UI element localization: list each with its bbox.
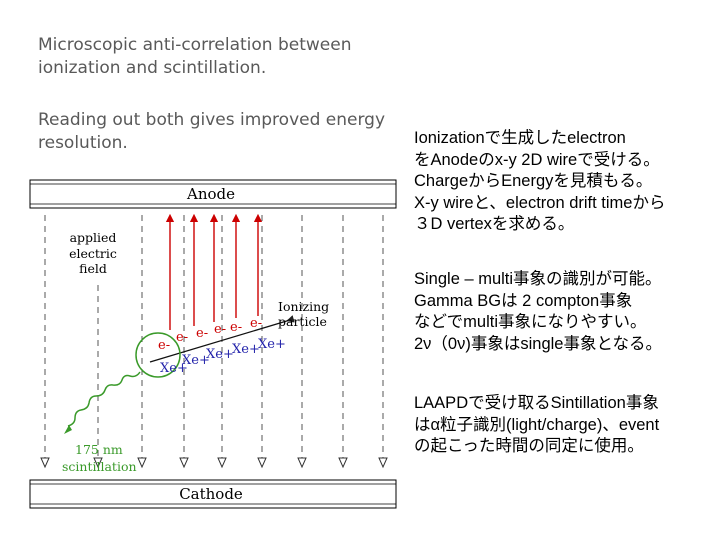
photon-arrowhead bbox=[64, 425, 72, 434]
photon-label-line: 175 nm bbox=[75, 442, 123, 457]
field-lines bbox=[44, 215, 384, 458]
note-ionization: Ionizationで生成したelectron をAnodeのx-y 2D wi… bbox=[414, 128, 714, 236]
field-arrowhead bbox=[217, 457, 227, 469]
electron-label: e- bbox=[250, 316, 262, 331]
note-line: Gamma BGは 2 compton事象 bbox=[414, 291, 633, 310]
note-line: 2ν（0ν)事象はsingle事象となる。 bbox=[414, 334, 662, 353]
cathode-plate: Cathode bbox=[29, 479, 397, 509]
note-line: LAAPDで受け取るSintillation事象 bbox=[414, 394, 659, 412]
ion-label: Xe+ bbox=[206, 347, 234, 362]
field-label-line: applied bbox=[70, 230, 117, 245]
cathode-label: Cathode bbox=[179, 485, 243, 503]
electron-drift-lines bbox=[165, 213, 263, 330]
field-arrowhead bbox=[338, 457, 348, 469]
intro-statement-2: Reading out both gives improved energy r… bbox=[38, 110, 386, 153]
electron-label: e- bbox=[196, 326, 208, 341]
field-arrowhead bbox=[257, 457, 267, 469]
anode-label: Anode bbox=[186, 185, 235, 203]
ion-label: Xe+ bbox=[258, 337, 286, 352]
note-line: Single – multi事象の識別が可能。 bbox=[414, 270, 662, 288]
photon-wave bbox=[67, 371, 141, 427]
note-line: ChargeからEnergyを見積もる。 bbox=[414, 172, 653, 190]
ion-label: Xe+ bbox=[182, 353, 210, 368]
ion-label: Xe+ bbox=[160, 361, 188, 376]
particle-label-line: particle bbox=[278, 314, 327, 329]
note-line: の起こった時間の同定に使用。 bbox=[414, 437, 644, 455]
field-arrowheads bbox=[40, 457, 388, 469]
photon-label-line: scintillation bbox=[62, 459, 137, 474]
electron-label: e- bbox=[214, 322, 226, 337]
note-line: などでmulti事象になりやすい。 bbox=[414, 313, 647, 331]
field-arrowhead bbox=[378, 457, 388, 469]
electron-label: e- bbox=[230, 320, 242, 335]
electron-label: e- bbox=[158, 338, 170, 353]
particle-track bbox=[149, 315, 295, 363]
note-scintillation: LAAPDで受け取るSintillation事象 はα粒子識別(light/ch… bbox=[414, 393, 714, 458]
note-single-multi: Single – multi事象の識別が可能。 Gamma BGは 2 comp… bbox=[414, 269, 714, 355]
anode-plate: Anode bbox=[29, 179, 397, 209]
field-arrowhead bbox=[40, 457, 50, 469]
field-label-line: electric bbox=[69, 246, 117, 261]
field-arrowhead bbox=[93, 457, 103, 469]
note-line: X-y wireと、electron drift timeから bbox=[414, 193, 666, 212]
ion-label: Xe+ bbox=[232, 342, 260, 357]
field-label-line: field bbox=[79, 261, 107, 276]
note-line: Ionizationで生成したelectron bbox=[414, 129, 626, 147]
electron-label: e- bbox=[176, 330, 188, 345]
note-line: はα粒子識別(light/charge)、event bbox=[414, 415, 660, 434]
particle-label-line: Ionizing bbox=[278, 299, 329, 314]
intro-statement-1: Microscopic anti-correlation between ion… bbox=[38, 35, 352, 78]
note-line: ３D vertexを求める。 bbox=[414, 215, 575, 233]
field-arrowhead bbox=[179, 457, 189, 469]
note-line: をAnodeのx-y 2D wireで受ける。 bbox=[414, 150, 660, 169]
field-arrowhead bbox=[297, 457, 307, 469]
recombination-circle bbox=[135, 332, 181, 378]
field-arrowhead bbox=[137, 457, 147, 469]
